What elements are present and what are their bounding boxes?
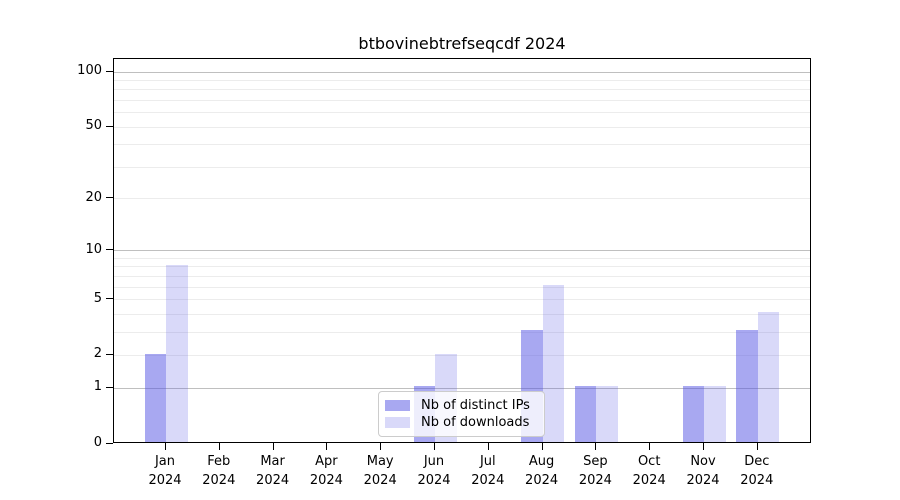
- y-tick-mark: [106, 442, 113, 444]
- grid-line: [114, 387, 810, 389]
- x-tick-mark: [649, 443, 651, 450]
- legend-swatch-distinct-ips: [385, 400, 410, 411]
- y-tick-mark: [106, 125, 113, 127]
- y-tick-mark: [106, 197, 113, 199]
- x-tick-label: Apr 2024: [309, 454, 343, 488]
- legend-label-downloads: Nb of downloads: [421, 415, 530, 430]
- bar-downloads: [704, 386, 726, 442]
- x-tick-label: Nov 2024: [686, 454, 720, 488]
- x-tick-label: Jan 2024: [148, 454, 182, 488]
- x-tick-label: Jun 2024: [417, 454, 451, 488]
- grid-line: [114, 198, 810, 200]
- grid-line: [114, 250, 810, 252]
- grid-line: [114, 112, 810, 114]
- bar-distinct-ips: [574, 386, 597, 442]
- x-tick-label: Sep 2024: [578, 454, 612, 488]
- grid-line: [114, 299, 810, 301]
- y-tick-mark: [106, 386, 113, 388]
- bar-distinct-ips: [736, 330, 758, 442]
- grid-line: [114, 166, 810, 168]
- y-tick-mark: [106, 353, 113, 355]
- bar-downloads: [757, 312, 780, 442]
- grid-line: [114, 100, 810, 102]
- grid-line: [114, 331, 810, 333]
- x-tick-mark: [541, 443, 543, 450]
- y-tick-label: 1: [93, 379, 102, 395]
- y-tick-label: 100: [77, 63, 102, 79]
- x-tick-mark: [703, 443, 704, 450]
- legend: Nb of distinct IPs Nb of downloads: [378, 391, 545, 437]
- bar-distinct-ips: [144, 353, 166, 442]
- y-tick-label: 0: [93, 435, 102, 450]
- grid-line: [114, 313, 810, 315]
- x-tick-mark: [434, 443, 435, 450]
- grid-line: [114, 275, 810, 277]
- grid-line: [114, 71, 810, 73]
- x-tick-mark: [272, 443, 274, 450]
- grid-line: [114, 89, 810, 91]
- x-tick-mark: [165, 443, 166, 450]
- x-tick-label: Aug 2024: [525, 454, 559, 488]
- x-tick-mark: [218, 443, 220, 450]
- x-tick-mark: [756, 443, 758, 450]
- x-tick-label: Mar 2024: [256, 454, 290, 488]
- grid-line: [114, 266, 810, 268]
- bar-downloads: [166, 265, 188, 442]
- legend-item-distinct-ips: Nb of distinct IPs: [385, 397, 536, 414]
- y-tick-label: 5: [93, 290, 102, 306]
- x-tick-mark: [595, 443, 597, 450]
- x-tick-label: May 2024: [363, 454, 397, 488]
- legend-label-distinct-ips: Nb of distinct IPs: [421, 398, 530, 413]
- x-tick-mark: [487, 443, 489, 450]
- x-tick-mark: [326, 443, 328, 450]
- y-tick-label: 20: [85, 189, 102, 205]
- y-tick-mark: [106, 249, 113, 251]
- x-tick-label: Jul 2024: [471, 454, 505, 488]
- y-tick-label: 10: [85, 241, 102, 257]
- grid-line: [114, 286, 810, 288]
- bar-downloads: [596, 386, 618, 442]
- grid-line: [114, 144, 810, 146]
- bar-distinct-ips: [682, 386, 704, 442]
- grid-line: [114, 126, 810, 128]
- y-tick-mark: [106, 298, 113, 300]
- legend-swatch-downloads: [385, 417, 410, 428]
- bar-downloads: [542, 285, 565, 442]
- grid-line: [114, 258, 810, 259]
- plot-area: [113, 58, 811, 443]
- y-tick-label: 2: [93, 346, 102, 362]
- grid-line: [114, 354, 810, 356]
- chart-title: btbovinebtrefseqcdf 2024: [358, 34, 566, 53]
- x-tick-label: Oct 2024: [632, 454, 666, 488]
- y-tick-label: 50: [85, 118, 102, 134]
- grid-line: [114, 80, 810, 82]
- y-tick-mark: [106, 70, 113, 72]
- x-tick-label: Dec 2024: [740, 454, 774, 488]
- x-tick-label: Feb 2024: [202, 454, 236, 488]
- x-tick-mark: [380, 443, 382, 450]
- legend-item-downloads: Nb of downloads: [385, 414, 536, 431]
